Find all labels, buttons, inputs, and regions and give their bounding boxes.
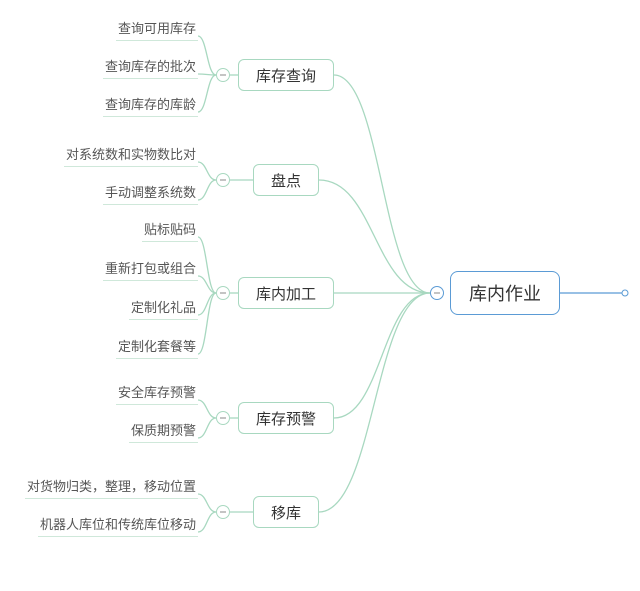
collapse-toggle-root[interactable] <box>430 286 444 300</box>
collapse-toggle-inventory_query[interactable] <box>216 68 230 82</box>
leaf-relocate-0: 对货物归类，整理，移动位置 <box>25 476 198 499</box>
branch-node-inventory_alert[interactable]: 库存预警 <box>238 402 334 434</box>
root-node[interactable]: 库内作业 <box>450 271 560 315</box>
branch-node-in_warehouse_processing[interactable]: 库内加工 <box>238 277 334 309</box>
leaf-inventory_query-1: 查询库存的批次 <box>103 56 198 79</box>
collapse-toggle-stocktake[interactable] <box>216 173 230 187</box>
leaf-inventory_query-2: 查询库存的库龄 <box>103 94 198 117</box>
leaf-stocktake-0: 对系统数和实物数比对 <box>64 144 198 167</box>
leaf-inventory_query-0: 查询可用库存 <box>116 18 198 41</box>
leaf-inventory_alert-0: 安全库存预警 <box>116 382 198 405</box>
leaf-in_warehouse_processing-0: 贴标贴码 <box>142 219 198 242</box>
leaf-in_warehouse_processing-3: 定制化套餐等 <box>116 336 198 359</box>
leaf-in_warehouse_processing-2: 定制化礼品 <box>129 297 198 320</box>
leaf-in_warehouse_processing-1: 重新打包或组合 <box>103 258 198 281</box>
branch-node-inventory_query[interactable]: 库存查询 <box>238 59 334 91</box>
collapse-toggle-relocate[interactable] <box>216 505 230 519</box>
branch-node-relocate[interactable]: 移库 <box>253 496 319 528</box>
leaf-relocate-1: 机器人库位和传统库位移动 <box>38 514 198 537</box>
collapse-toggle-in_warehouse_processing[interactable] <box>216 286 230 300</box>
branch-node-stocktake[interactable]: 盘点 <box>253 164 319 196</box>
leaf-stocktake-1: 手动调整系统数 <box>103 182 198 205</box>
collapse-toggle-inventory_alert[interactable] <box>216 411 230 425</box>
leaf-inventory_alert-1: 保质期预警 <box>129 420 198 443</box>
